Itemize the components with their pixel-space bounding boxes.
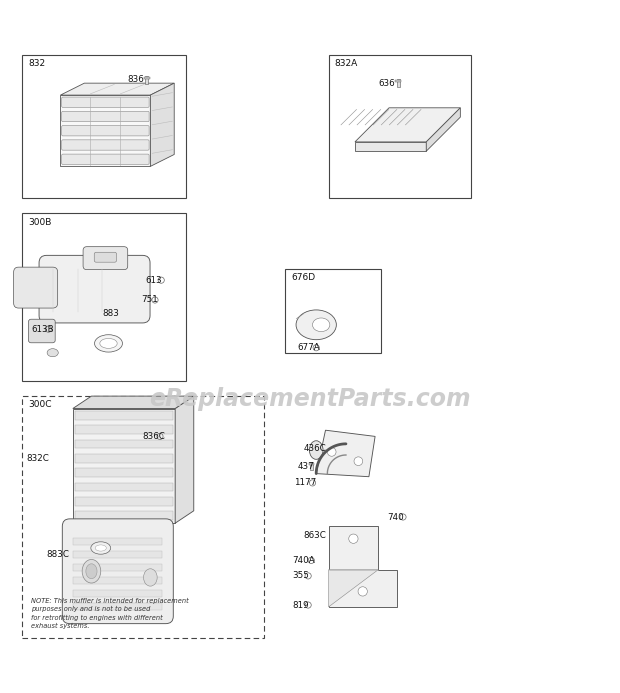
Polygon shape — [355, 108, 460, 142]
Polygon shape — [61, 83, 174, 95]
Ellipse shape — [327, 448, 336, 456]
Bar — [73, 551, 162, 559]
Bar — [22, 213, 186, 380]
Bar — [75, 440, 174, 448]
Text: 751: 751 — [141, 295, 158, 304]
Bar — [146, 76, 148, 84]
Bar — [75, 483, 174, 491]
Ellipse shape — [309, 441, 323, 459]
Bar — [397, 79, 399, 87]
Polygon shape — [150, 83, 174, 166]
FancyBboxPatch shape — [83, 247, 128, 270]
Ellipse shape — [312, 318, 330, 332]
Text: 613B: 613B — [31, 324, 53, 333]
FancyBboxPatch shape — [14, 267, 58, 308]
Text: 676D: 676D — [291, 273, 316, 282]
Text: 832C: 832C — [26, 454, 49, 463]
Text: 883: 883 — [102, 309, 119, 318]
Ellipse shape — [354, 457, 363, 466]
Ellipse shape — [100, 338, 117, 349]
Bar — [73, 603, 162, 610]
Bar — [75, 454, 174, 463]
Text: 1177: 1177 — [294, 478, 316, 487]
Polygon shape — [329, 526, 397, 607]
Text: 836: 836 — [127, 76, 144, 85]
Ellipse shape — [144, 569, 157, 586]
Ellipse shape — [358, 587, 367, 596]
FancyBboxPatch shape — [62, 140, 149, 150]
Bar — [75, 497, 174, 506]
Bar — [75, 511, 174, 520]
Text: 355: 355 — [293, 572, 309, 581]
Bar — [329, 55, 471, 198]
Bar — [144, 77, 149, 79]
Bar — [309, 463, 314, 466]
Bar — [73, 590, 162, 597]
FancyBboxPatch shape — [62, 112, 149, 122]
Ellipse shape — [47, 349, 58, 357]
Bar — [310, 462, 312, 470]
Text: eReplacementParts.com: eReplacementParts.com — [149, 387, 471, 411]
Bar — [73, 538, 162, 545]
Polygon shape — [355, 142, 427, 151]
Text: 883C: 883C — [46, 550, 69, 559]
Text: 677A: 677A — [298, 343, 321, 352]
Bar — [285, 269, 381, 353]
Bar — [75, 411, 174, 420]
Bar — [75, 426, 174, 434]
Text: 740A: 740A — [293, 556, 316, 565]
FancyBboxPatch shape — [94, 252, 117, 262]
FancyBboxPatch shape — [29, 319, 55, 343]
Text: 613: 613 — [146, 276, 162, 285]
Ellipse shape — [349, 534, 358, 543]
Ellipse shape — [95, 335, 123, 352]
Ellipse shape — [91, 542, 111, 554]
Polygon shape — [427, 108, 460, 151]
Bar — [73, 564, 162, 571]
Text: 836C: 836C — [143, 432, 166, 441]
Text: NOTE: This muffler is intended for replacement
purposes only and is not to be us: NOTE: This muffler is intended for repla… — [31, 597, 188, 629]
Polygon shape — [175, 396, 193, 523]
Bar — [22, 396, 264, 638]
Ellipse shape — [82, 559, 101, 583]
Text: 832: 832 — [28, 60, 45, 69]
Bar — [75, 468, 174, 477]
Text: 300C: 300C — [28, 401, 51, 410]
FancyBboxPatch shape — [62, 519, 173, 624]
FancyBboxPatch shape — [62, 125, 149, 136]
Polygon shape — [73, 408, 175, 523]
Ellipse shape — [296, 310, 336, 340]
Text: 740: 740 — [388, 513, 404, 522]
Bar — [396, 80, 401, 82]
FancyBboxPatch shape — [62, 154, 149, 164]
Ellipse shape — [95, 545, 107, 551]
Text: 863C: 863C — [304, 531, 327, 540]
Text: 300B: 300B — [28, 218, 51, 227]
Text: 832A: 832A — [335, 60, 358, 69]
Text: 636: 636 — [378, 78, 395, 87]
Polygon shape — [316, 430, 375, 477]
FancyBboxPatch shape — [62, 97, 149, 107]
Polygon shape — [329, 570, 378, 607]
Ellipse shape — [86, 564, 97, 579]
Bar — [73, 577, 162, 584]
Text: 819: 819 — [293, 601, 309, 610]
FancyBboxPatch shape — [39, 255, 150, 323]
Polygon shape — [61, 95, 150, 166]
Polygon shape — [73, 396, 193, 408]
Bar — [22, 55, 186, 198]
Text: 436C: 436C — [304, 444, 327, 453]
Text: 437: 437 — [298, 462, 314, 471]
